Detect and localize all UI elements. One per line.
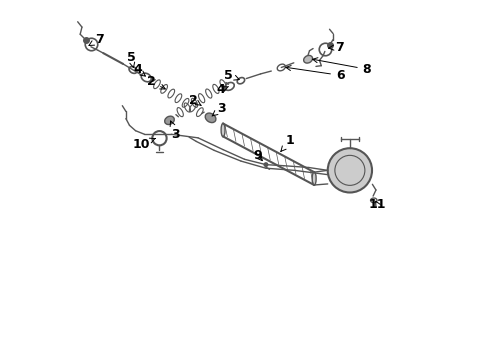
Ellipse shape [311,172,315,185]
Text: 4: 4 [217,84,228,96]
Text: 10: 10 [132,138,155,151]
Ellipse shape [303,55,312,63]
Ellipse shape [164,116,174,125]
Text: 11: 11 [368,198,386,211]
Text: 7: 7 [89,33,103,46]
Text: 3: 3 [170,121,180,141]
Text: 7: 7 [328,41,343,54]
Text: 4: 4 [133,63,145,76]
Text: 5: 5 [126,51,135,68]
Text: 5: 5 [224,69,239,82]
Text: 2: 2 [146,75,165,89]
Text: 1: 1 [280,134,294,152]
Text: 9: 9 [253,149,262,162]
Text: 3: 3 [212,102,225,116]
Circle shape [327,148,371,193]
Ellipse shape [205,113,216,123]
Circle shape [263,162,268,167]
Text: 6: 6 [285,66,344,82]
Ellipse shape [221,123,224,137]
Text: 8: 8 [312,58,370,76]
Text: 2: 2 [189,94,201,107]
